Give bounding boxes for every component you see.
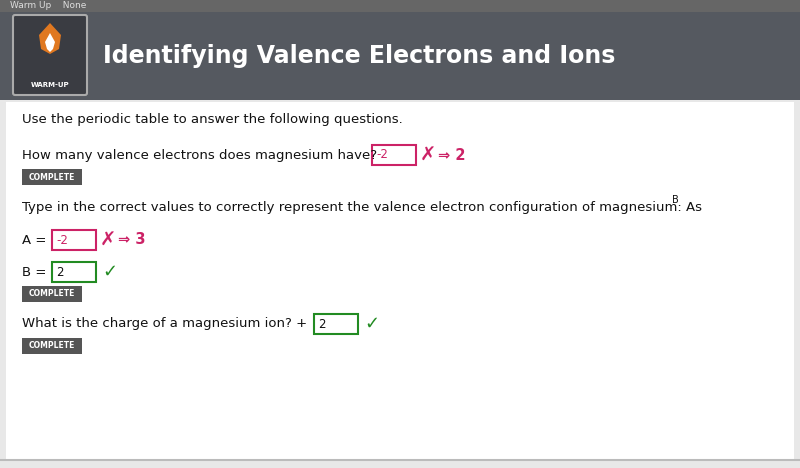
Text: Warm Up    None: Warm Up None — [10, 1, 86, 10]
FancyBboxPatch shape — [52, 262, 96, 282]
Text: Use the periodic table to answer the following questions.: Use the periodic table to answer the fol… — [22, 114, 402, 126]
Text: 2: 2 — [56, 265, 63, 278]
Text: What is the charge of a magnesium ion? +: What is the charge of a magnesium ion? + — [22, 317, 307, 330]
FancyBboxPatch shape — [0, 0, 800, 12]
Text: COMPLETE: COMPLETE — [29, 290, 75, 299]
Text: ✓: ✓ — [364, 315, 379, 333]
Polygon shape — [39, 23, 61, 54]
Text: A =: A = — [22, 234, 50, 247]
Text: ✓: ✓ — [102, 263, 117, 281]
Text: WARM-UP: WARM-UP — [30, 82, 70, 88]
FancyBboxPatch shape — [0, 12, 800, 100]
Text: How many valence electrons does magnesium have?: How many valence electrons does magnesiu… — [22, 148, 377, 161]
FancyBboxPatch shape — [13, 15, 87, 95]
Text: -2: -2 — [376, 148, 388, 161]
Text: B =: B = — [22, 265, 50, 278]
Text: COMPLETE: COMPLETE — [29, 173, 75, 182]
Text: -2: -2 — [56, 234, 68, 247]
Text: ✗: ✗ — [420, 146, 436, 164]
FancyBboxPatch shape — [52, 230, 96, 250]
Text: Type in the correct values to correctly represent the valence electron configura: Type in the correct values to correctly … — [22, 200, 702, 213]
Text: B: B — [672, 195, 678, 205]
FancyBboxPatch shape — [314, 314, 358, 334]
FancyBboxPatch shape — [372, 145, 416, 165]
FancyBboxPatch shape — [6, 102, 794, 460]
Text: ⇒ 2: ⇒ 2 — [438, 147, 466, 162]
FancyBboxPatch shape — [22, 169, 82, 185]
FancyBboxPatch shape — [22, 286, 82, 302]
Text: Identifying Valence Electrons and Ions: Identifying Valence Electrons and Ions — [103, 44, 615, 68]
Text: COMPLETE: COMPLETE — [29, 342, 75, 351]
Polygon shape — [45, 33, 55, 52]
Text: ✗: ✗ — [100, 231, 116, 249]
Text: 2: 2 — [318, 317, 326, 330]
Text: ⇒ 3: ⇒ 3 — [118, 233, 146, 248]
FancyBboxPatch shape — [22, 338, 82, 354]
